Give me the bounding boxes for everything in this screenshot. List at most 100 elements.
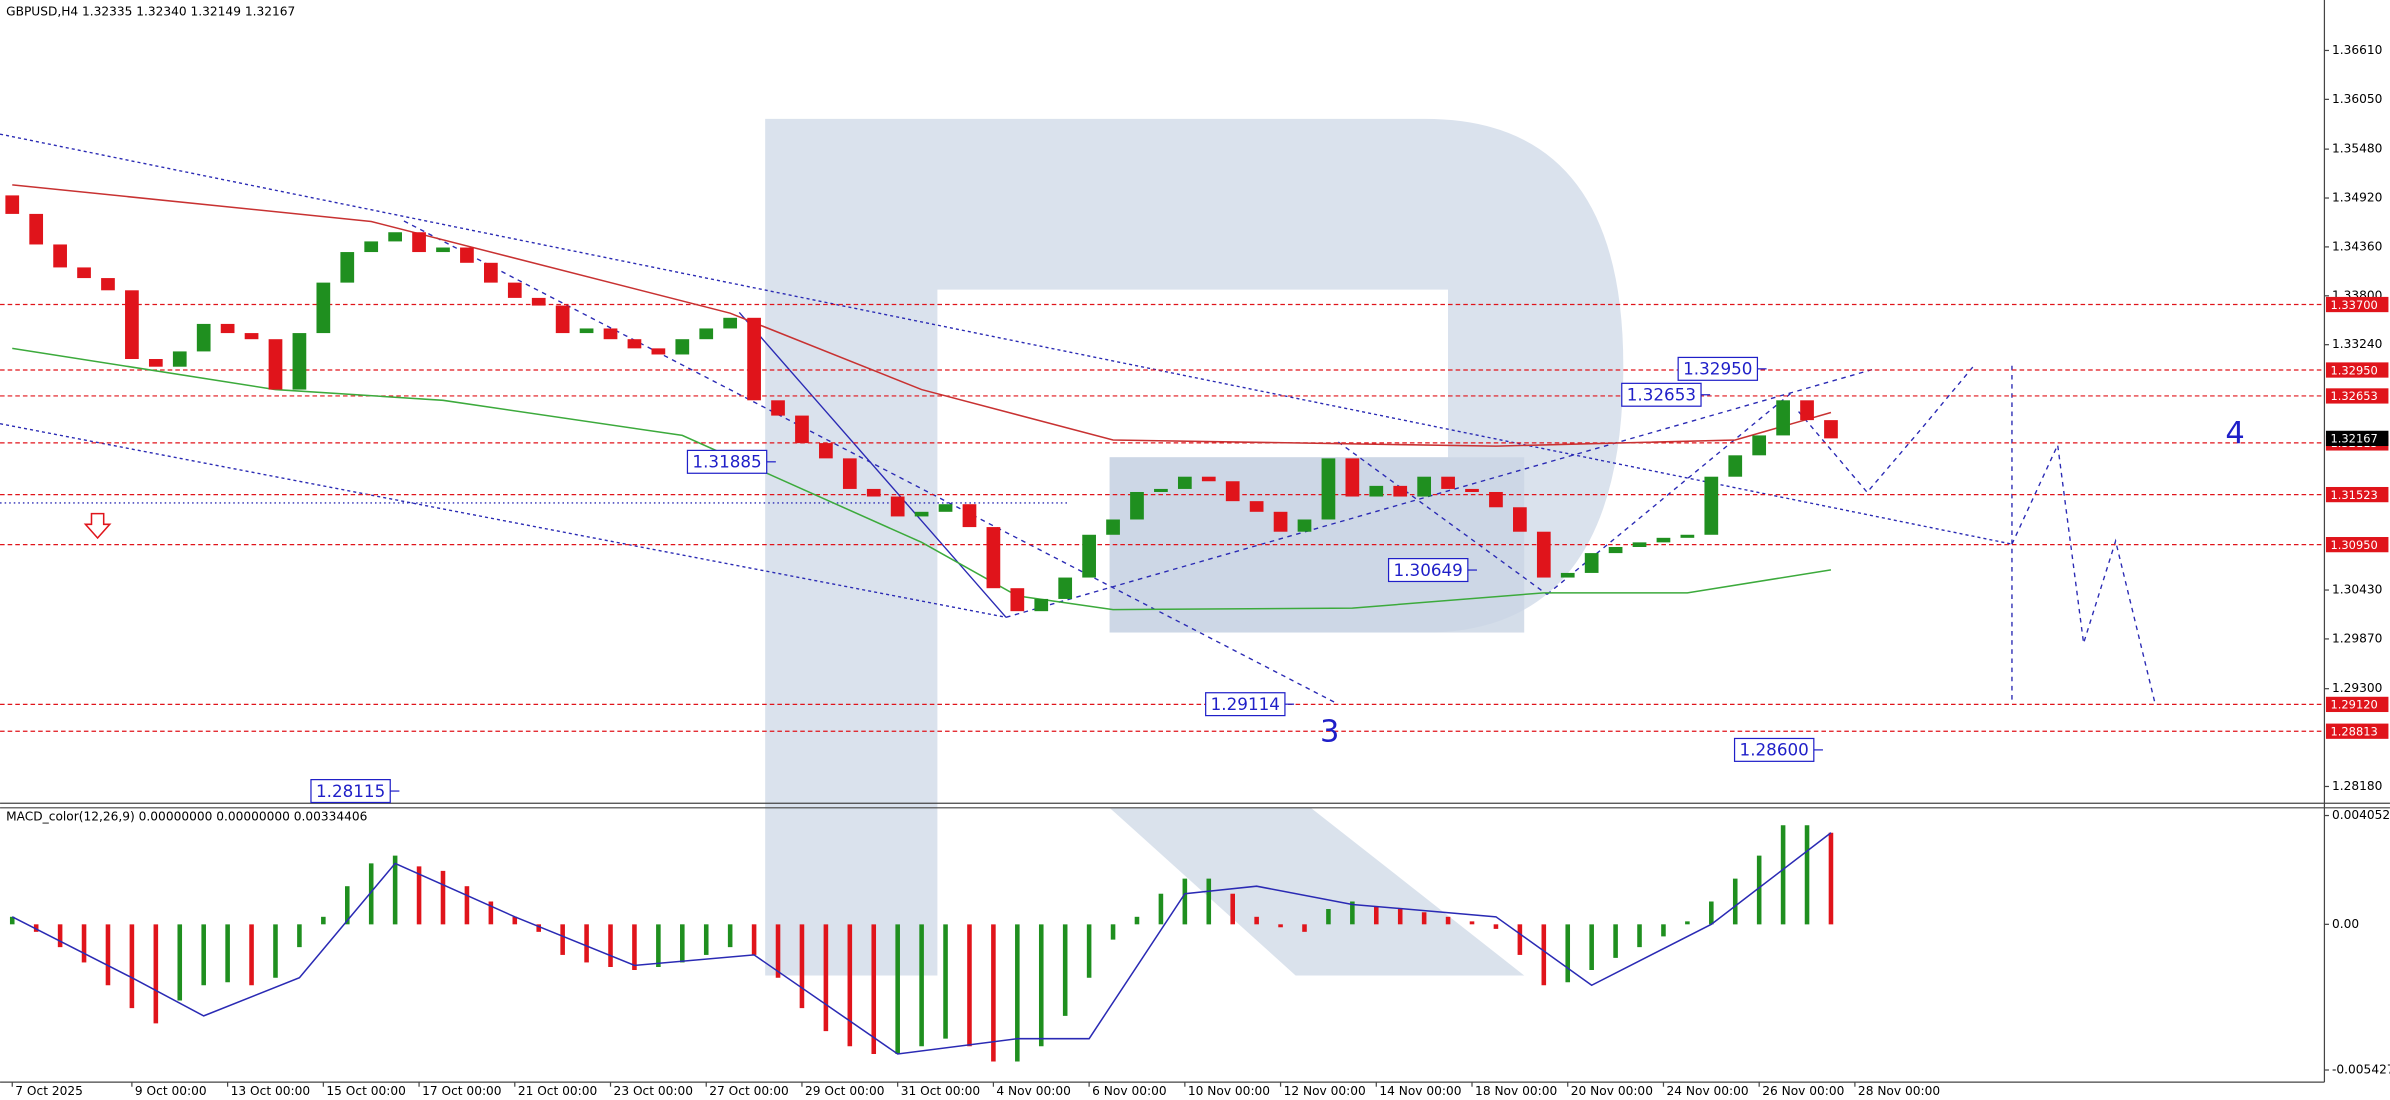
x-tick-label: 27 Oct 00:00	[709, 1084, 788, 1098]
candle-body	[555, 305, 570, 334]
candle-body	[244, 333, 259, 340]
level-badge	[2325, 362, 2389, 378]
candle-body	[268, 339, 283, 390]
candle-body	[914, 511, 929, 517]
candle-body	[1728, 455, 1743, 477]
level-badge	[2325, 723, 2389, 739]
wave-line	[1337, 441, 1548, 595]
x-tick-label: 15 Oct 00:00	[326, 1084, 405, 1098]
candle-body	[1752, 435, 1767, 456]
candle-body	[1297, 519, 1312, 532]
candle-body	[29, 213, 44, 245]
candle-body	[651, 348, 666, 355]
moving-average	[12, 347, 1832, 611]
drawings	[0, 133, 2156, 705]
candle-body	[1393, 485, 1408, 497]
trend-line	[403, 220, 1339, 705]
candle-body	[795, 415, 809, 444]
y-tick-label: 1.33240	[2332, 337, 2382, 351]
candle-body	[1608, 546, 1623, 554]
candle-body	[1177, 476, 1192, 489]
candle-body	[890, 496, 905, 517]
candle-body	[1417, 476, 1432, 497]
y-tick-label: 1.36610	[2332, 43, 2382, 57]
level-label: 1.32653	[2331, 389, 2378, 403]
candle-body	[986, 527, 1001, 589]
candle-body	[1106, 519, 1120, 535]
y-tick-label: 1.36050	[2332, 92, 2382, 106]
annotation-label: 1.29114	[1211, 694, 1280, 714]
x-tick-label: 26 Nov 00:00	[1762, 1084, 1844, 1098]
candle-body	[507, 282, 522, 298]
x-tick-label: 13 Oct 00:00	[231, 1084, 310, 1098]
candle-body	[627, 339, 642, 349]
x-tick-label: 23 Oct 00:00	[614, 1084, 693, 1098]
candle-body	[436, 247, 450, 253]
candle-body	[1273, 511, 1288, 532]
annotation-label: 1.28600	[1740, 740, 1809, 760]
candle-body	[1656, 537, 1671, 543]
x-tick-label: 18 Nov 00:00	[1475, 1084, 1557, 1098]
candle-body	[484, 262, 498, 283]
x-tick-label: 28 Nov 00:00	[1858, 1084, 1940, 1098]
macd-title: MACD_color(12,26,9) 0.00000000 0.0000000…	[6, 809, 367, 823]
y-tick-label: 1.30430	[2332, 583, 2382, 597]
signal-line	[11, 832, 1832, 1055]
level-label: 1.33700	[2331, 298, 2378, 312]
candle-body	[316, 282, 331, 334]
candle-body	[1704, 476, 1719, 535]
trend-line	[0, 133, 2013, 545]
y-tick-label: 0.00	[2332, 917, 2359, 931]
candle-body	[101, 278, 115, 291]
candle-body	[1130, 491, 1144, 520]
last-price-label: 1.32167	[2331, 432, 2378, 446]
candle-body	[1632, 542, 1647, 547]
level-label: 1.30950	[2331, 538, 2378, 552]
level-badge	[2325, 696, 2389, 713]
candle-body	[1034, 598, 1049, 612]
candle-body	[747, 317, 761, 401]
forecast-path	[1798, 365, 1975, 494]
forecast-path	[2011, 442, 2156, 705]
y-tick-label: 1.29870	[2332, 631, 2382, 645]
candle-body	[1249, 501, 1264, 512]
candle-body	[1201, 476, 1216, 482]
candle-body	[531, 297, 546, 306]
x-tick-label: 12 Nov 00:00	[1284, 1084, 1366, 1098]
last-price-badge	[2325, 430, 2389, 446]
candle-body	[1010, 588, 1025, 612]
candle-body	[5, 195, 20, 214]
candle-body	[1321, 458, 1336, 520]
candle-body	[866, 488, 881, 497]
candle-body	[1369, 485, 1384, 497]
annotation-label: 1.31885	[692, 452, 761, 472]
candle-body	[1345, 458, 1360, 497]
candle-body	[1584, 553, 1599, 573]
candle-body	[1536, 531, 1551, 578]
x-tick-label: 4 Nov 00:00	[996, 1084, 1070, 1098]
wave-line	[1546, 392, 1792, 595]
candle-body	[699, 328, 714, 340]
candle-body	[196, 323, 211, 352]
candle-body	[675, 339, 690, 355]
moving-average	[12, 184, 1832, 447]
level-badge	[2325, 296, 2389, 313]
candle-body	[460, 247, 474, 263]
level-badge	[2325, 486, 2389, 503]
candle-body	[340, 252, 355, 283]
annotation-label: 1.32950	[1683, 359, 1752, 379]
x-tick-label: 10 Nov 00:00	[1188, 1084, 1270, 1098]
candle-body	[1776, 400, 1790, 436]
candle-body	[1489, 491, 1503, 508]
candle-body	[364, 241, 379, 253]
wave-line	[738, 312, 1007, 618]
level-label: 1.29120	[2331, 698, 2378, 712]
wave-label: 3	[1320, 715, 1339, 750]
candle-body	[1513, 507, 1527, 532]
logo-leg	[1109, 807, 1525, 976]
candle-body	[148, 359, 163, 367]
candle-body	[125, 290, 139, 360]
level-label: 1.31523	[2331, 488, 2378, 502]
candle-body	[1824, 420, 1838, 439]
candle-body	[723, 317, 738, 329]
